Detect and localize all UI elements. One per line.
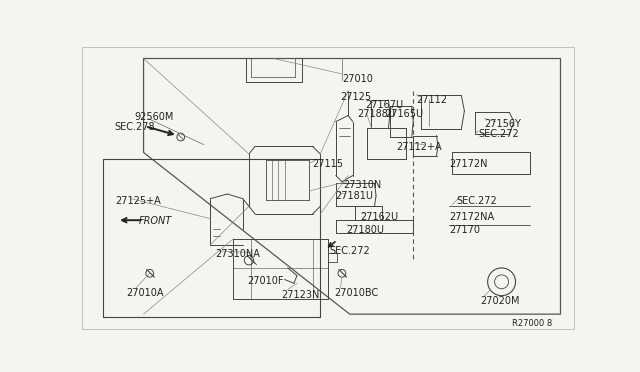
Text: 92560M: 92560M (134, 112, 173, 122)
Text: R27000 8: R27000 8 (513, 319, 553, 328)
Text: 27172N: 27172N (449, 158, 488, 169)
Text: 27310N: 27310N (344, 180, 381, 190)
Text: FRONT: FRONT (139, 216, 172, 225)
Text: 27170: 27170 (449, 225, 480, 235)
Text: 27181U: 27181U (336, 191, 374, 201)
Text: SEC.278: SEC.278 (114, 122, 155, 132)
Text: 27167U: 27167U (365, 100, 403, 110)
Text: 27115: 27115 (312, 158, 344, 169)
Text: 27165U: 27165U (385, 109, 424, 119)
Text: 27180U: 27180U (347, 225, 385, 235)
Text: 27123N: 27123N (282, 289, 320, 299)
Text: 27125: 27125 (340, 92, 372, 102)
Text: 27112: 27112 (417, 95, 447, 105)
Text: 27162U: 27162U (360, 212, 399, 222)
Text: 27010BC: 27010BC (334, 288, 378, 298)
Text: 27010F: 27010F (248, 276, 284, 286)
Text: 27172NA: 27172NA (449, 212, 494, 222)
Text: 27188U: 27188U (358, 109, 396, 119)
Text: 27010: 27010 (342, 74, 373, 84)
Text: 27020M: 27020M (480, 296, 520, 306)
Text: 27310NA: 27310NA (215, 250, 260, 259)
Text: SEC.272: SEC.272 (457, 196, 497, 206)
Text: 27112+A: 27112+A (396, 142, 442, 152)
Text: SEC.272: SEC.272 (478, 129, 519, 140)
Text: 27156Y: 27156Y (484, 119, 522, 129)
Text: 27125+A: 27125+A (116, 196, 161, 206)
Text: SEC.272: SEC.272 (330, 246, 371, 256)
Text: 27010A: 27010A (127, 288, 164, 298)
